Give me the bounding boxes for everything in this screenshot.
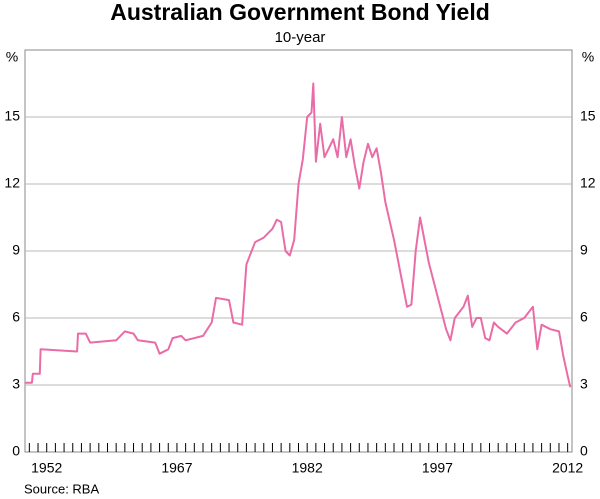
x-tick-label: 1982 xyxy=(292,460,323,476)
y-tick-label-right: 12 xyxy=(580,175,596,191)
y-unit-left: % xyxy=(6,49,18,65)
y-tick-label-right: 3 xyxy=(580,376,588,392)
x-tick-label: 2012 xyxy=(552,460,583,476)
y-tick-label-left: 3 xyxy=(12,376,20,392)
y-tick-label-right: 6 xyxy=(580,309,588,325)
chart-title: Australian Government Bond Yield xyxy=(110,0,490,25)
y-tick-label-left: 12 xyxy=(4,175,20,191)
y-tick-label-left: 0 xyxy=(12,443,20,459)
y-tick-label-left: 6 xyxy=(12,309,20,325)
y-tick-label-right: 0 xyxy=(580,443,588,459)
source: Source: RBA xyxy=(24,481,99,496)
y-tick-label-right: 9 xyxy=(580,242,588,258)
chart-subtitle: 10-year xyxy=(275,29,326,46)
yield-line xyxy=(25,82,572,388)
x-tick-label: 1967 xyxy=(161,460,192,476)
y-tick-label-left: 15 xyxy=(4,108,20,124)
y-tick-label-left: 9 xyxy=(12,242,20,258)
x-tick-label: 1952 xyxy=(31,460,62,476)
y-unit-right: % xyxy=(582,49,594,65)
y-tick-label-right: 15 xyxy=(580,108,596,124)
x-tick-label: 1997 xyxy=(422,460,453,476)
